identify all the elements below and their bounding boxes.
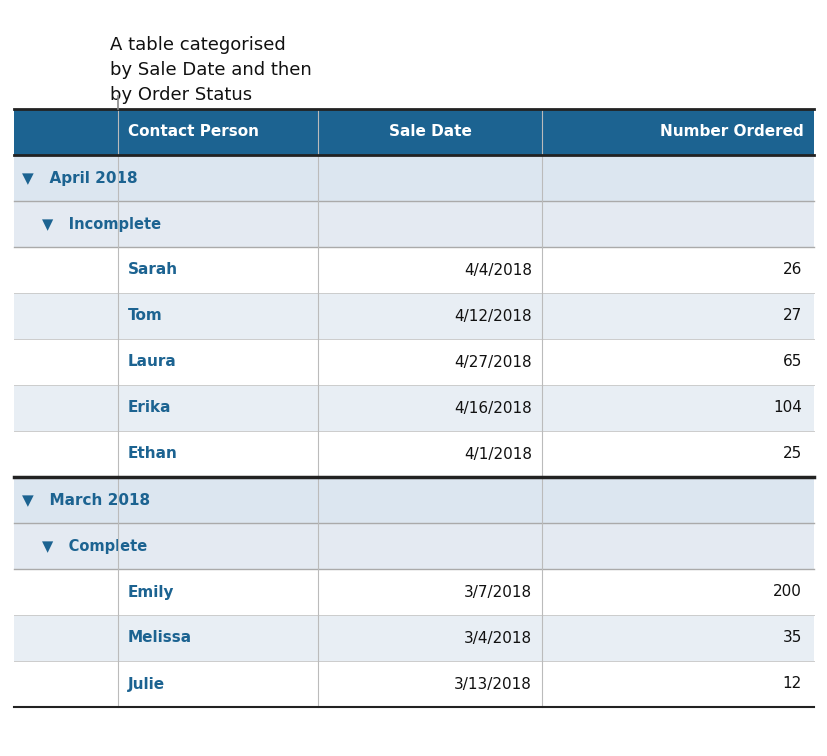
Bar (14, 523, 813, 569)
Text: 3/13/2018: 3/13/2018 (453, 677, 532, 692)
Text: 25: 25 (782, 447, 801, 461)
Text: 26: 26 (782, 262, 801, 277)
Bar (14, 569, 813, 615)
Bar (14, 109, 813, 155)
Text: 104: 104 (772, 401, 801, 416)
Text: ▼   April 2018: ▼ April 2018 (22, 171, 137, 185)
Text: Ethan: Ethan (128, 447, 178, 461)
Text: Melissa: Melissa (128, 631, 192, 646)
Bar (14, 201, 813, 247)
Bar (14, 477, 813, 523)
Text: 12: 12 (782, 677, 801, 692)
Text: ▼   March 2018: ▼ March 2018 (22, 492, 150, 507)
Text: Laura: Laura (128, 355, 176, 370)
Text: 3/4/2018: 3/4/2018 (463, 631, 532, 646)
Text: Sale Date: Sale Date (388, 125, 471, 140)
Text: A table categorised
by Sale Date and then
by Order Status: A table categorised by Sale Date and the… (110, 36, 312, 104)
Bar (14, 661, 813, 707)
Text: Number Ordered: Number Ordered (659, 125, 803, 140)
Bar (14, 431, 813, 477)
Text: 4/12/2018: 4/12/2018 (454, 308, 532, 324)
Text: 200: 200 (772, 584, 801, 600)
Text: Tom: Tom (128, 308, 163, 324)
Bar (14, 339, 813, 385)
Bar (14, 247, 813, 293)
Text: 3/7/2018: 3/7/2018 (463, 584, 532, 600)
Text: 4/27/2018: 4/27/2018 (454, 355, 532, 370)
Text: Contact Person: Contact Person (128, 125, 259, 140)
Text: 4/4/2018: 4/4/2018 (463, 262, 532, 277)
Text: Erika: Erika (128, 401, 171, 416)
Bar (14, 385, 813, 431)
Text: Sarah: Sarah (128, 262, 178, 277)
Text: Emily: Emily (128, 584, 174, 600)
Bar (14, 615, 813, 661)
Bar (14, 293, 813, 339)
Text: Julie: Julie (128, 677, 165, 692)
Text: 65: 65 (782, 355, 801, 370)
Text: ▼   Complete: ▼ Complete (42, 538, 147, 553)
Text: 4/16/2018: 4/16/2018 (454, 401, 532, 416)
Bar (14, 155, 813, 201)
Text: 27: 27 (782, 308, 801, 324)
Text: 4/1/2018: 4/1/2018 (463, 447, 532, 461)
Text: ▼   Incomplete: ▼ Incomplete (42, 216, 161, 231)
Text: 35: 35 (782, 631, 801, 646)
